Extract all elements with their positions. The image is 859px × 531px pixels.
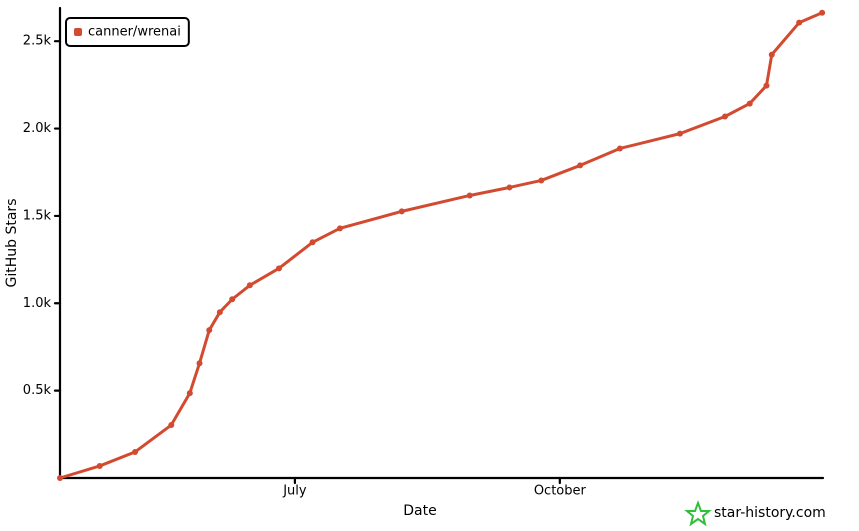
data-point: [246, 282, 253, 289]
y-tick-label: 1.0k: [23, 296, 52, 311]
y-axis-label: GitHub Stars: [4, 199, 20, 288]
watermark: star-history.com: [684, 500, 826, 527]
y-tick-label: 0.5k: [23, 383, 52, 398]
data-point: [196, 360, 203, 367]
data-point: [309, 239, 316, 246]
data-point: [506, 184, 513, 191]
data-point: [796, 19, 803, 26]
x-tick-label: October: [534, 484, 587, 499]
data-point: [206, 327, 213, 334]
data-point: [676, 130, 683, 137]
x-tick-label: July: [282, 484, 307, 499]
y-tick-label: 1.5k: [23, 208, 52, 223]
watermark-icon: [684, 500, 712, 527]
data-point: [577, 162, 584, 169]
data-point: [57, 475, 63, 481]
data-point: [616, 145, 623, 152]
data-point: [746, 100, 753, 107]
x-axis-label: Date: [403, 503, 436, 519]
data-point: [768, 51, 775, 58]
data-point: [763, 82, 770, 89]
data-point: [186, 390, 193, 397]
data-point: [96, 462, 103, 469]
data-point: [216, 309, 223, 316]
legend-box: [65, 17, 190, 47]
data-point: [168, 422, 175, 429]
data-point: [466, 192, 473, 199]
legend-label: canner/wrenai: [88, 25, 181, 40]
data-point: [276, 265, 283, 272]
data-point: [229, 296, 236, 303]
data-point: [398, 208, 405, 215]
data-point: [336, 225, 343, 232]
legend-swatch: [74, 28, 82, 36]
watermark-text: star-history.com: [714, 505, 826, 521]
data-point: [819, 9, 826, 16]
legend: canner/wrenai: [65, 17, 190, 47]
data-point: [132, 448, 139, 455]
y-tick-label: 2.0k: [23, 121, 52, 136]
data-point: [538, 177, 545, 184]
y-tick-label: 2.5k: [23, 34, 52, 49]
series-line: [58, 11, 824, 480]
data-point: [721, 113, 728, 120]
